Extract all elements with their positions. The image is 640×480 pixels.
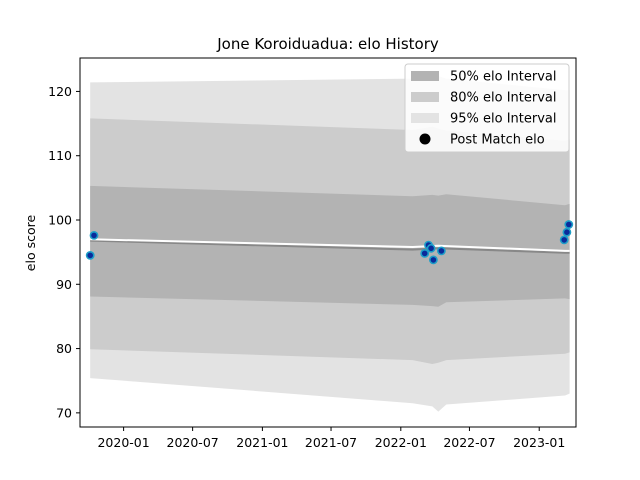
y-tick-label: 90: [56, 277, 72, 292]
x-tick-label: 2022-01: [375, 435, 427, 450]
axes: 2020-01 2020-07 2021-01 2021-07 2022-01 2022-…: [48, 57, 577, 450]
post-match-point: [428, 255, 438, 265]
y-tick-label: 110: [48, 148, 72, 163]
legend: 50% elo Interval 80% elo Interval 95% elo …: [404, 63, 570, 153]
y-tick-label: 70: [56, 405, 72, 420]
y-tick-label: 100: [48, 213, 72, 228]
y-tick-label: 120: [48, 84, 72, 99]
x-tick-label: 2023-01: [513, 435, 565, 450]
x-tick-label: 2022-07: [443, 435, 495, 450]
legend-swatch: [411, 71, 439, 81]
post-match-point: [559, 235, 569, 245]
post-match-point: [420, 248, 430, 258]
chart-title: Jone Koroiduadua: elo History: [216, 35, 439, 53]
legend-label: 50% elo Interval: [450, 70, 557, 85]
series-line-median: [90, 238, 570, 252]
legend-marker: [419, 133, 431, 145]
post-match-point: [562, 227, 572, 237]
post-match-point: [436, 246, 446, 256]
x-tick-label: 2021-07: [305, 435, 357, 450]
post-match-point: [426, 243, 436, 253]
plot-area: [85, 76, 574, 412]
plot-frame: [79, 57, 577, 428]
post-match-point: [564, 220, 574, 229]
legend-swatch: [411, 113, 439, 123]
x-tick-label: 2020-01: [97, 435, 149, 450]
legend-box: [404, 63, 570, 153]
x-tick-label: 2021-01: [236, 435, 288, 450]
legend-swatch: [411, 92, 439, 102]
post-match-point: [89, 230, 99, 240]
legend-label: Post Match elo: [450, 133, 545, 148]
legend-label: 95% elo Interval: [450, 112, 557, 127]
x-tick-label: 2020-07: [167, 435, 219, 450]
y-tick-label: 80: [56, 341, 72, 356]
y-axis-label: elo score: [23, 215, 38, 272]
legend-label: 80% elo Interval: [450, 91, 557, 106]
post-match-point: [85, 250, 95, 260]
